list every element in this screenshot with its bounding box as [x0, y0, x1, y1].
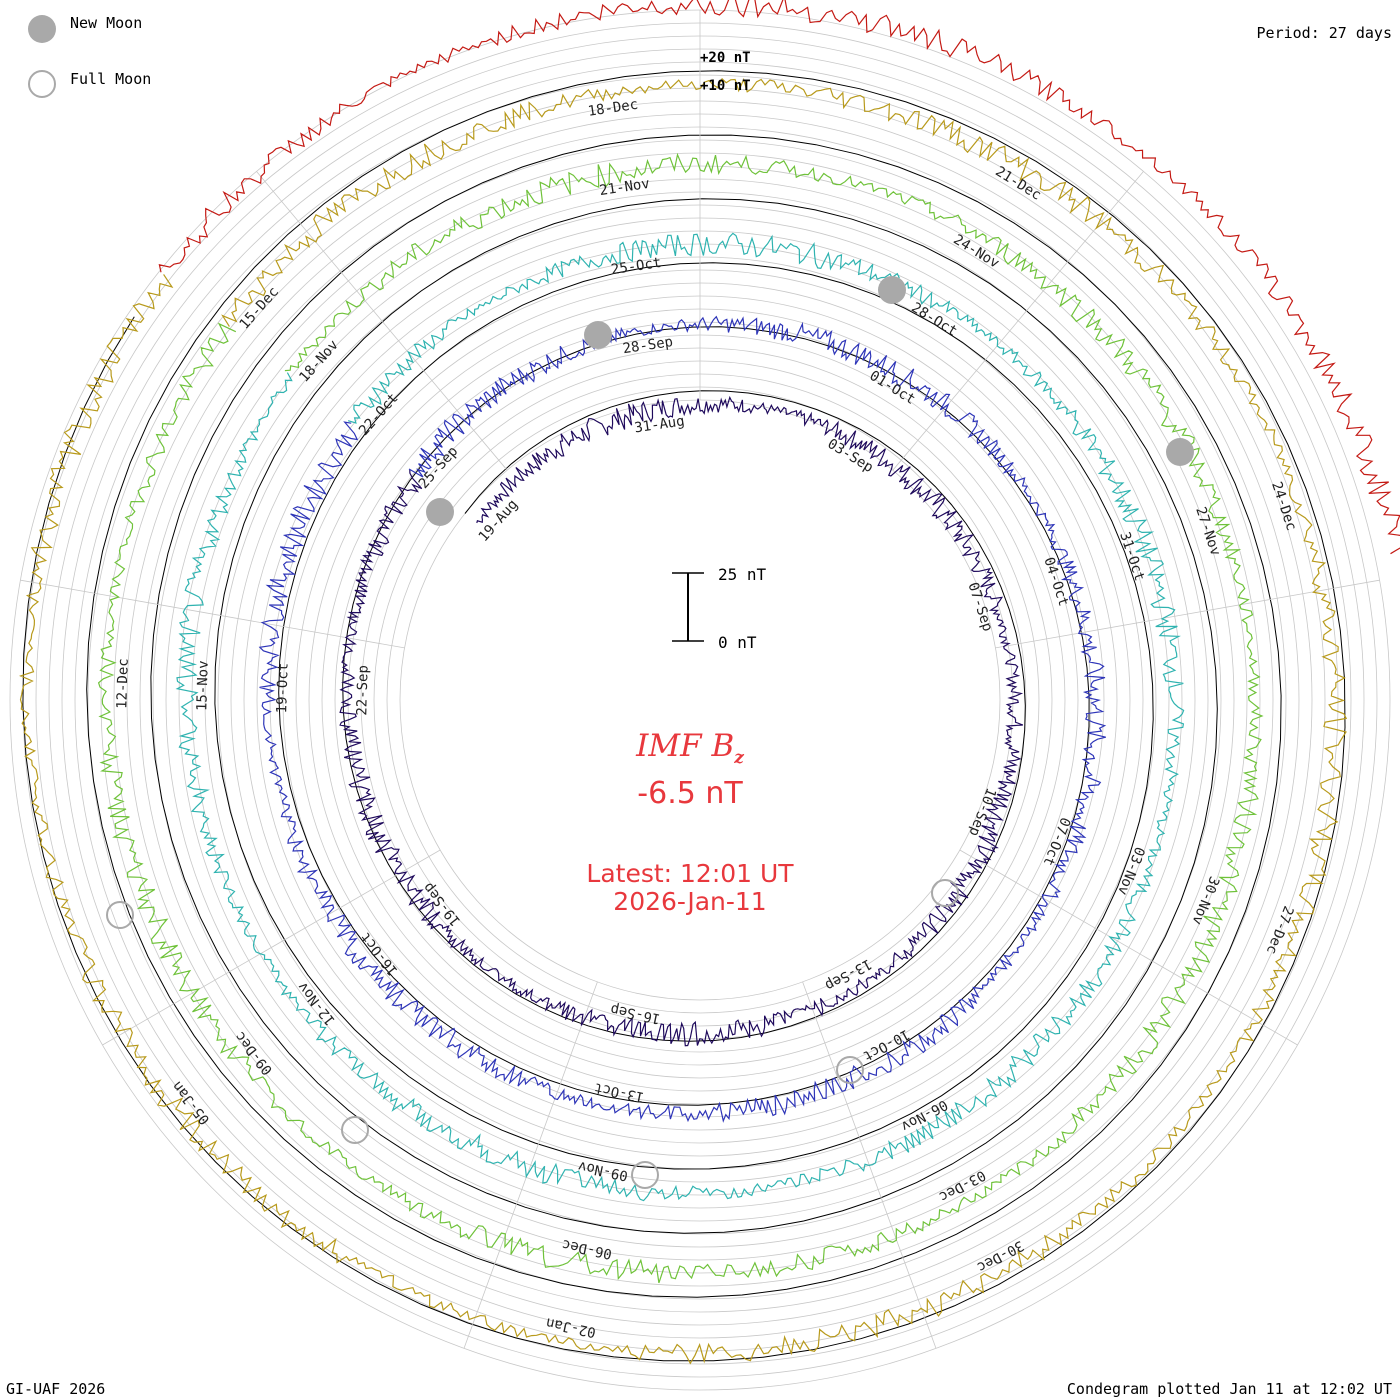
date-label: 16-Sep: [609, 1001, 662, 1027]
scale-bar: 25 nT 0 nT: [672, 565, 767, 652]
ring-scale-labels: +20 nT +10 nT: [700, 50, 751, 94]
scale-bar-bottom-label: 0 nT: [718, 633, 757, 652]
period-label: Period: 27 days: [1256, 24, 1392, 42]
date-label: 30-Dec: [974, 1237, 1026, 1275]
grid-spoke: [256, 171, 508, 471]
rotation-traces: [19, 0, 1400, 1365]
new-moon-marker: [878, 276, 906, 304]
date-label: 19-Oct: [274, 663, 291, 714]
rotation-4-trace: [97, 152, 1264, 1284]
rotation-5-trace: [19, 77, 1348, 1365]
grid-ring: [308, 308, 1092, 1092]
date-label: 21-Dec: [992, 164, 1043, 204]
date-label: 25-Oct: [610, 255, 662, 278]
date-label: 28-Sep: [622, 334, 674, 357]
grid-ring: [373, 373, 1027, 1027]
date-label: 21-Nov: [598, 176, 650, 199]
date-label: 09-Dec: [232, 1028, 276, 1078]
new-moon-marker: [426, 498, 454, 526]
new-moon-marker: [584, 321, 612, 349]
date-label: 31-Aug: [633, 413, 685, 436]
new-moon-legend-label: New Moon: [70, 14, 143, 32]
date-label: 15-Dec: [237, 284, 283, 332]
scale-bar-top-label: 25 nT: [718, 565, 767, 584]
grid-spoke: [959, 849, 1298, 1046]
new-moon-legend-icon: [28, 15, 56, 43]
grid-spoke: [892, 171, 1144, 471]
grid-ring: [360, 360, 1040, 1040]
grid-ring: [334, 334, 1066, 1066]
moon-markers: [106, 276, 1194, 1189]
grid-ring: [386, 386, 1014, 1014]
date-label: 27-Dec: [1263, 903, 1296, 956]
rotation-3-trace: [175, 232, 1185, 1202]
parameter-title-main: IMF B: [636, 728, 735, 764]
full-moon-legend-label: Full Moon: [70, 70, 152, 88]
date-label: 03-Nov: [1114, 844, 1147, 897]
latest-value: -6.5 nT: [637, 776, 743, 811]
grid-spoke: [102, 849, 441, 1046]
date-label: 15-Nov: [194, 660, 211, 711]
grid-ring: [295, 295, 1105, 1105]
full-moon-marker: [931, 879, 959, 907]
latest-time-block: Latest: 12:01 UT 2026-Jan-11: [520, 860, 860, 916]
full-moon-marker: [836, 1056, 864, 1084]
date-label: 07-Sep: [964, 581, 995, 634]
zero-reference-spiral: [22, 70, 1346, 1362]
parameter-title-subscript: z: [734, 748, 744, 769]
grid-spokes: [20, 10, 1380, 1349]
date-label: 13-Oct: [593, 1079, 646, 1105]
date-label: 22-Sep: [354, 665, 371, 716]
full-moon-legend-icon: [28, 70, 56, 98]
parameter-title: IMF Bz: [560, 728, 820, 768]
rotation-6-trace: [158, 0, 1400, 555]
date-label: 12-Dec: [114, 658, 131, 709]
date-label: 02-Jan: [545, 1314, 598, 1340]
rotation-1-trace: [339, 395, 1024, 1047]
grid-spoke: [995, 579, 1380, 649]
grid-spoke: [463, 981, 598, 1349]
full-moon-marker: [341, 1116, 369, 1144]
new-moon-marker: [1166, 438, 1194, 466]
date-label: 18-Dec: [587, 97, 639, 120]
rotation-2-trace: [258, 315, 1107, 1123]
full-moon-marker: [106, 901, 134, 929]
full-moon-marker: [631, 1161, 659, 1189]
date-label: 03-Sep: [825, 436, 876, 476]
ring-scale-label-20: +20 nT: [700, 50, 751, 66]
date-label: 10-Sep: [965, 785, 998, 838]
credit-label: GI-UAF 2026: [6, 1380, 106, 1398]
grid-spoke: [20, 579, 405, 649]
latest-date: 2026-Jan-11: [613, 887, 767, 916]
plotted-timestamp: Condegram plotted Jan 11 at 12:02 UT: [1066, 1380, 1392, 1398]
latest-time: Latest: 12:01 UT: [586, 859, 794, 888]
ring-scale-label-10: +10 nT: [700, 78, 751, 94]
